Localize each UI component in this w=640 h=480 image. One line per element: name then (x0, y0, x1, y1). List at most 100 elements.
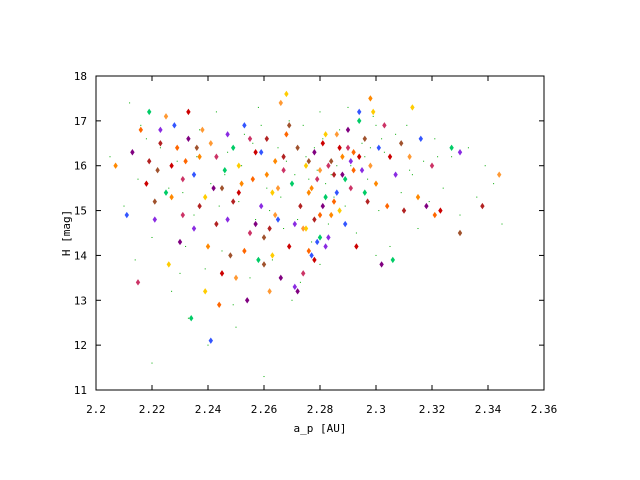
background-point (257, 106, 259, 108)
asteroid-point (320, 140, 325, 147)
background-point (364, 156, 366, 158)
asteroid-point (231, 144, 236, 151)
asteroid-point (124, 211, 129, 219)
asteroid-point (301, 225, 306, 232)
asteroid-point (312, 216, 317, 223)
asteroid-point (329, 158, 334, 165)
asteroid-point (186, 108, 191, 116)
asteroid-point (264, 171, 269, 178)
background-point (288, 120, 290, 122)
background-point (336, 165, 338, 167)
asteroid-point (275, 216, 281, 223)
y-tick-label: 18 (74, 70, 87, 83)
asteroid-point (292, 283, 297, 291)
asteroid-point (376, 144, 381, 151)
background-point (355, 232, 357, 234)
asteroid-point (309, 184, 314, 192)
asteroid-point (222, 167, 227, 174)
asteroid-point (163, 189, 169, 196)
asteroid-point (287, 122, 292, 129)
background-point (129, 102, 131, 104)
background-point (151, 362, 153, 364)
background-point (235, 326, 237, 328)
background-point (389, 245, 391, 247)
asteroid-point (264, 135, 269, 142)
asteroid-point (186, 135, 191, 142)
asteroid-point (326, 234, 331, 241)
asteroid-point (197, 202, 202, 210)
background-point (330, 174, 332, 176)
background-point (484, 165, 486, 167)
background-point (185, 245, 187, 247)
asteroid-point (239, 180, 244, 187)
background-point (428, 201, 430, 203)
asteroid-point (208, 140, 213, 147)
asteroid-point (359, 167, 365, 174)
background-point (263, 376, 265, 378)
background-point (224, 174, 226, 176)
background-point (437, 156, 439, 158)
background-point (193, 214, 195, 216)
asteroid-point (368, 95, 373, 102)
background-point (140, 124, 142, 126)
asteroid-point (368, 162, 373, 169)
asteroid-point (130, 149, 135, 156)
asteroid-point (340, 153, 345, 160)
asteroid-point (317, 234, 323, 241)
asteroid-point (343, 220, 348, 228)
asteroid-point (354, 243, 359, 250)
asteroid-point (424, 202, 429, 210)
background-point (313, 147, 315, 149)
asteroid-point (152, 216, 157, 223)
asteroid-point (270, 189, 275, 196)
background-point (381, 138, 383, 140)
background-point (383, 151, 385, 153)
asteroid-point (312, 149, 317, 156)
asteroid-point (331, 198, 337, 205)
asteroid-point (225, 216, 230, 223)
background-point (302, 124, 304, 126)
asteroid-point (155, 167, 160, 174)
background-point (459, 214, 461, 216)
asteroid-point (334, 189, 339, 196)
asteroid-point (306, 158, 311, 165)
asteroid-point (253, 220, 258, 228)
asteroid-point (301, 270, 306, 277)
asteroid-point (320, 202, 325, 210)
background-point (378, 210, 380, 212)
y-tick-label: 17 (74, 115, 87, 128)
background-point (196, 156, 198, 158)
asteroid-point (457, 149, 463, 156)
asteroid-point (225, 131, 230, 138)
background-point (372, 115, 374, 117)
asteroid-point (317, 167, 323, 174)
x-tick-label: 2.26 (251, 403, 278, 416)
asteroid-point (267, 288, 272, 295)
background-point (145, 138, 147, 140)
background-point (179, 272, 181, 274)
asteroid-point (203, 288, 208, 295)
asteroid-point (309, 252, 314, 259)
asteroid-point (113, 162, 118, 169)
asteroid-point (169, 162, 174, 169)
asteroid-point (163, 113, 169, 120)
background-point (350, 165, 352, 167)
background-point (277, 147, 279, 149)
asteroid-point (449, 144, 454, 151)
asteroid-point (189, 315, 194, 322)
background-point (291, 299, 293, 301)
asteroid-point (267, 225, 272, 232)
asteroid-point (228, 252, 233, 259)
asteroid-point (362, 189, 367, 196)
asteroid-point (295, 144, 300, 151)
asteroid-point (401, 207, 407, 214)
asteroid-point (281, 153, 286, 160)
asteroid-point (410, 104, 415, 111)
background-point (159, 147, 161, 149)
asteroid-point (326, 162, 331, 169)
background-point (123, 205, 125, 207)
background-point (283, 228, 285, 230)
background-point (232, 304, 234, 306)
background-point (182, 192, 184, 194)
background-point (269, 210, 271, 212)
